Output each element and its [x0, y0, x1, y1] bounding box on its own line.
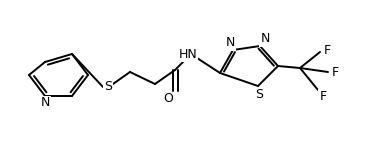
Text: O: O — [163, 92, 173, 106]
Text: S: S — [255, 88, 263, 100]
Text: S: S — [104, 80, 112, 94]
Text: HN: HN — [178, 48, 197, 61]
Text: N: N — [225, 36, 235, 49]
Text: F: F — [320, 89, 327, 103]
Text: F: F — [332, 67, 339, 79]
Text: F: F — [323, 43, 331, 57]
Text: N: N — [40, 97, 50, 109]
Text: N: N — [260, 33, 270, 46]
